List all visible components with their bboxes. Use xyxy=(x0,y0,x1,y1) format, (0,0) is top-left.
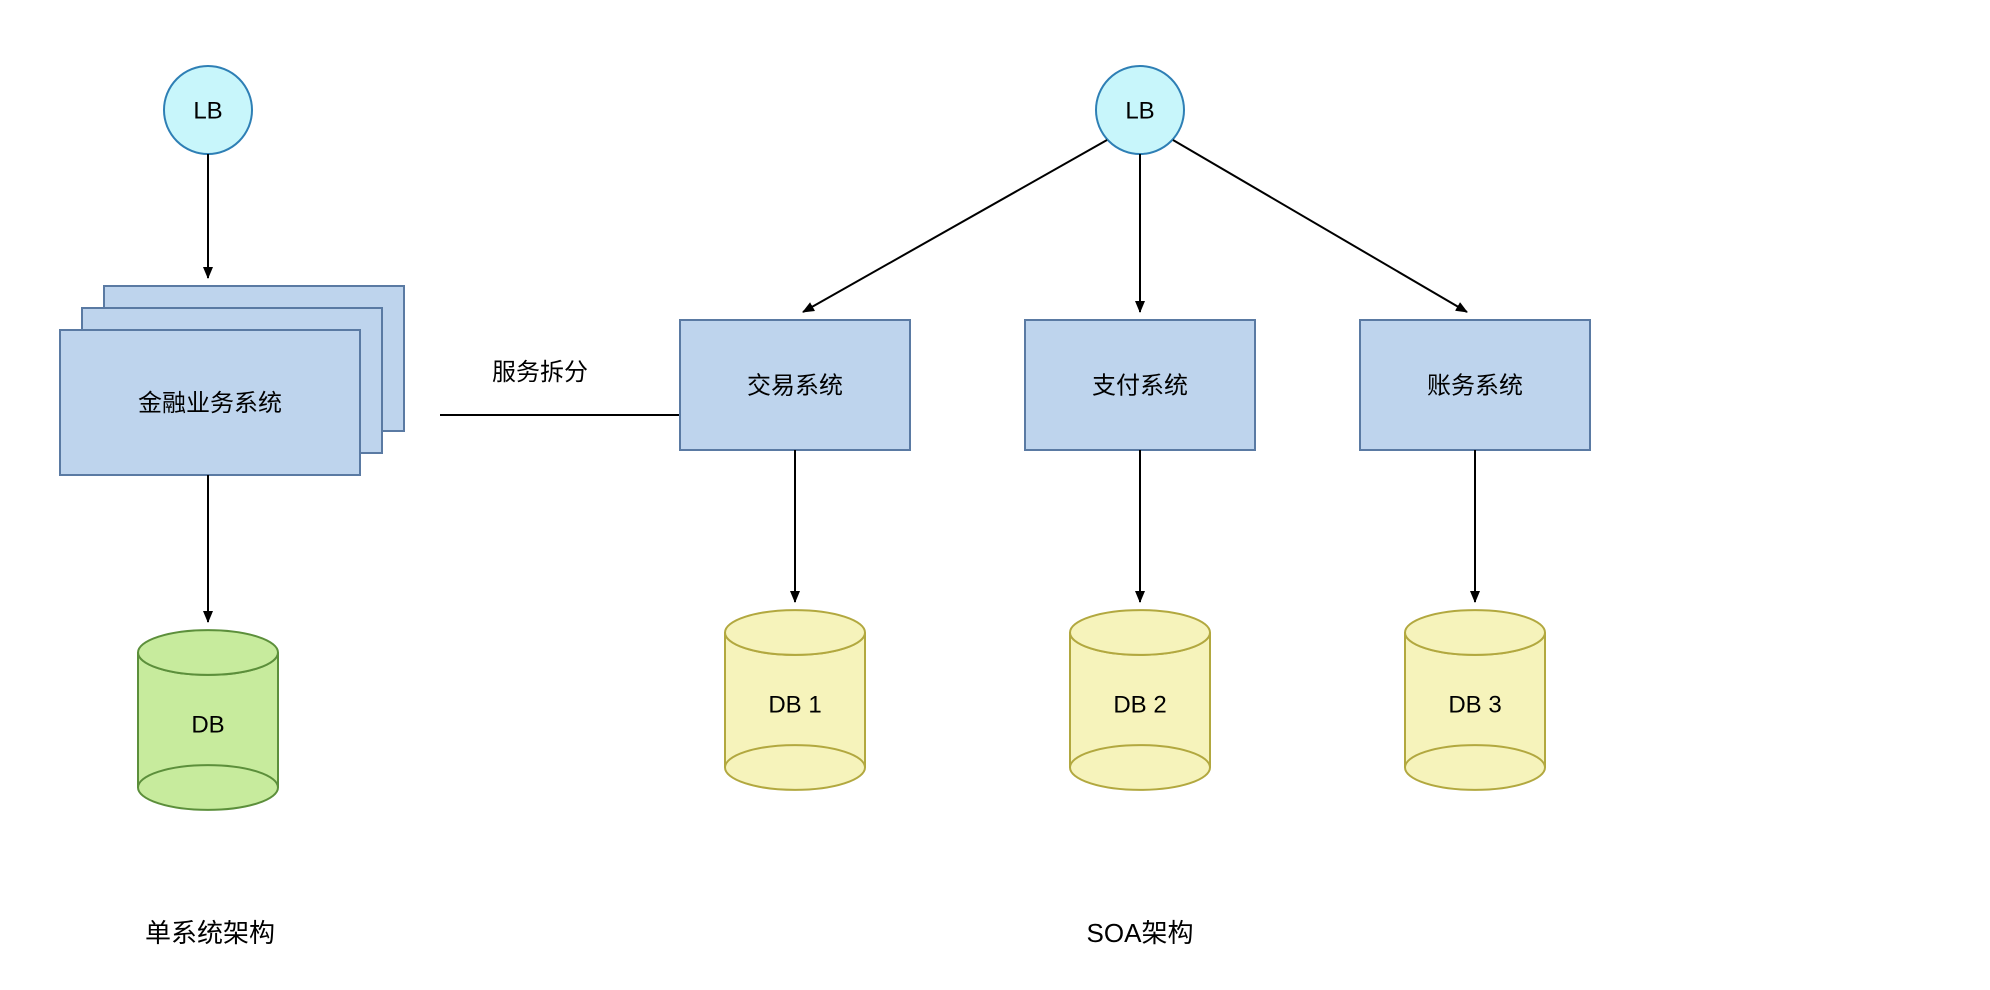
right-lb-label: LB xyxy=(1125,97,1154,124)
right-db-1-label: DB 1 xyxy=(768,691,821,718)
left-caption: 单系统架构 xyxy=(145,918,275,948)
right-service-3-label: 账务系统 xyxy=(1427,372,1523,399)
arrow-right-lb-to-s3 xyxy=(1173,140,1467,312)
right-db-3: DB 3 xyxy=(1405,610,1545,790)
right-service-2: 支付系统 xyxy=(1025,320,1255,450)
left-lb-node: LB xyxy=(164,66,252,154)
right-db-2: DB 2 xyxy=(1070,610,1210,790)
left-service-label: 金融业务系统 xyxy=(138,390,282,417)
right-db-1: DB 1 xyxy=(725,610,865,790)
left-db-label: DB xyxy=(191,711,224,738)
left-lb-label: LB xyxy=(193,97,222,124)
right-service-3: 账务系统 xyxy=(1360,320,1590,450)
right-service-2-label: 支付系统 xyxy=(1092,372,1188,399)
right-lb-node: LB xyxy=(1096,66,1184,154)
right-service-1: 交易系统 xyxy=(680,320,910,450)
left-service-stack: 金融业务系统 xyxy=(60,286,404,475)
arrow-right-lb-to-s1 xyxy=(803,140,1107,312)
right-service-1-label: 交易系统 xyxy=(747,372,843,399)
right-db-3-label: DB 3 xyxy=(1448,691,1501,718)
right-db-2-label: DB 2 xyxy=(1113,691,1166,718)
left-db: DB xyxy=(138,630,278,810)
right-caption: SOA架构 xyxy=(1087,918,1194,948)
transition-label: 服务拆分 xyxy=(492,359,588,386)
